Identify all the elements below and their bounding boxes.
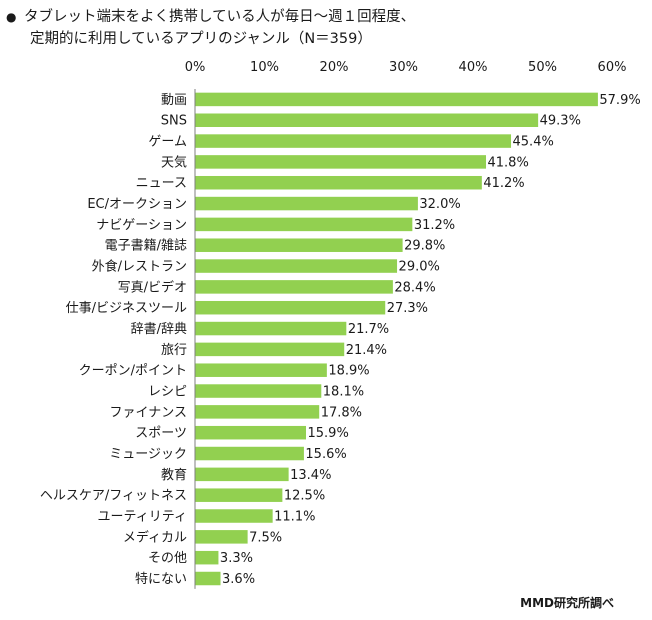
bar bbox=[195, 92, 598, 107]
category-label: 旅行 bbox=[161, 343, 187, 358]
data-label: 11.1% bbox=[274, 510, 315, 525]
data-label: 32.0% bbox=[419, 197, 460, 212]
data-label: 21.4% bbox=[346, 343, 387, 358]
data-label: 18.1% bbox=[323, 385, 364, 400]
category-label: メディカル bbox=[123, 529, 187, 545]
x-tick-label: 0% bbox=[185, 60, 206, 75]
bar bbox=[195, 321, 347, 336]
bar bbox=[195, 509, 273, 523]
category-label: ナビゲーション bbox=[96, 218, 187, 233]
bar bbox=[195, 363, 327, 377]
x-tick-label: 10% bbox=[250, 60, 279, 75]
x-tick-label: 40% bbox=[459, 60, 488, 75]
category-label: ニュース bbox=[136, 176, 187, 191]
category-label: その他 bbox=[148, 551, 187, 566]
category-label: 天気 bbox=[161, 154, 187, 170]
title-line-1: ● タブレット端末をよく携帯している人が毎日～週１回程度、 bbox=[6, 6, 646, 28]
data-label: 41.2% bbox=[483, 176, 524, 191]
bar bbox=[195, 530, 248, 544]
bar bbox=[195, 175, 482, 190]
data-label: 41.8% bbox=[488, 155, 529, 170]
bar bbox=[195, 488, 283, 502]
bar bbox=[195, 384, 322, 398]
bar bbox=[195, 550, 219, 565]
bar bbox=[195, 425, 307, 440]
bar bbox=[195, 217, 413, 232]
x-tick-label: 60% bbox=[598, 60, 627, 75]
x-tick-label: 30% bbox=[389, 60, 418, 75]
data-label: 7.5% bbox=[249, 530, 282, 545]
source-credit: MMD研究所調べ bbox=[520, 596, 614, 610]
category-label: 動画 bbox=[161, 93, 187, 108]
category-label: 辞書/辞典 bbox=[131, 322, 187, 337]
title-text-1: タブレット端末をよく携帯している人が毎日～週１回程度、 bbox=[24, 9, 416, 25]
data-label: 17.8% bbox=[321, 405, 362, 420]
category-label: ヘルスケア/フィットネス bbox=[40, 489, 187, 504]
x-tick-label: 20% bbox=[320, 60, 349, 75]
data-label: 28.4% bbox=[394, 280, 435, 295]
category-label: クーポン/ポイント bbox=[79, 364, 187, 379]
title-text-2: 定期的に利用しているアプリのジャンル（N＝359） bbox=[30, 31, 372, 47]
category-label: EC/オークション bbox=[87, 197, 187, 212]
data-label: 15.9% bbox=[308, 426, 349, 441]
bar bbox=[195, 196, 418, 211]
data-label: 12.5% bbox=[284, 489, 325, 504]
category-label: ゲーム bbox=[148, 135, 187, 150]
bar bbox=[195, 259, 398, 273]
data-label: 57.9% bbox=[599, 93, 640, 108]
data-label: 13.4% bbox=[290, 468, 331, 483]
bar bbox=[195, 300, 386, 315]
category-label: ユーティリティ bbox=[98, 510, 187, 525]
category-label: 特にない bbox=[135, 572, 187, 587]
bar bbox=[195, 342, 345, 357]
bullet-icon: ● bbox=[6, 10, 17, 24]
category-label: SNS bbox=[161, 114, 187, 129]
data-label: 15.6% bbox=[305, 447, 346, 462]
bar bbox=[195, 467, 289, 482]
chart-title: ● タブレット端末をよく携帯している人が毎日～週１回程度、 定期的に利用しているア… bbox=[6, 6, 646, 50]
data-label: 27.3% bbox=[387, 301, 428, 316]
bar bbox=[195, 113, 539, 127]
category-label: 電子書籍/雑誌 bbox=[105, 238, 187, 254]
data-label: 49.3% bbox=[540, 114, 581, 129]
bar bbox=[195, 280, 393, 294]
bar bbox=[195, 238, 403, 252]
data-label: 21.7% bbox=[348, 322, 389, 337]
bar bbox=[195, 571, 221, 586]
category-label: ミュージック bbox=[109, 447, 187, 462]
category-label: 写真/ビデオ bbox=[118, 279, 187, 295]
data-label: 29.0% bbox=[399, 260, 440, 275]
bar bbox=[195, 134, 512, 148]
data-label: 3.6% bbox=[222, 572, 255, 587]
data-label: 45.4% bbox=[513, 135, 554, 150]
bar bbox=[195, 405, 320, 419]
data-label: 3.3% bbox=[220, 551, 253, 566]
data-label: 18.9% bbox=[328, 364, 369, 379]
category-label: 仕事/ビジネスツール bbox=[66, 301, 187, 316]
bar bbox=[195, 155, 487, 169]
category-label: ファイナンス bbox=[110, 405, 187, 420]
data-label: 31.2% bbox=[414, 218, 455, 233]
title-line-2: 定期的に利用しているアプリのジャンル（N＝359） bbox=[6, 28, 646, 50]
category-label: 教育 bbox=[161, 467, 187, 483]
category-label: スポーツ bbox=[135, 426, 187, 441]
category-label: 外食/レストラン bbox=[92, 259, 187, 275]
category-label: レシピ bbox=[148, 385, 187, 400]
bar bbox=[195, 446, 304, 461]
x-tick-label: 50% bbox=[528, 60, 557, 75]
data-label: 29.8% bbox=[404, 239, 445, 254]
